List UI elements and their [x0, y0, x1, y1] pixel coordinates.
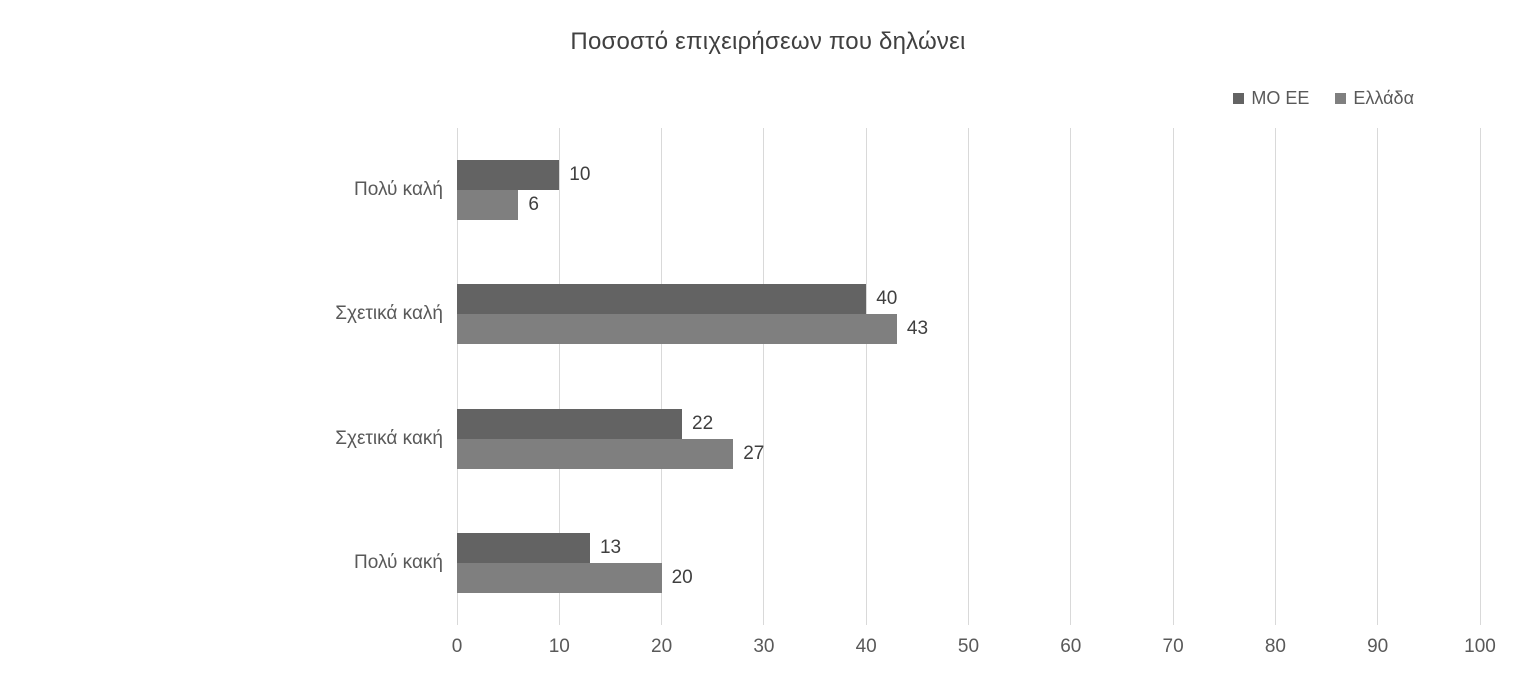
gridline: [763, 128, 765, 625]
chart-title: Ποσοστό επιχειρήσεων που δηλώνει: [570, 28, 966, 55]
bar-row: 10: [457, 160, 1480, 191]
data-label: 20: [671, 566, 693, 588]
x-tick-label: 30: [753, 636, 775, 657]
x-tick-label: 70: [1162, 636, 1184, 657]
category-label: Πολύ κακή: [354, 551, 443, 573]
gridline: [1479, 128, 1481, 625]
bar-group: 40 43: [457, 252, 1480, 376]
x-tick-label: 50: [957, 636, 980, 657]
legend-label: ΜΟ ΕΕ: [1251, 88, 1310, 108]
bar: [457, 438, 734, 469]
legend-label: Ελλάδα: [1353, 88, 1414, 108]
bar-groups: 10 6 40 43 22 27 13 20: [457, 128, 1480, 625]
category-label: Πολύ καλή: [354, 179, 443, 201]
gridline: [661, 128, 663, 625]
bar-row: 6: [457, 190, 1480, 221]
bar-group: 13 20: [457, 501, 1480, 625]
bar-group: 22 27: [457, 377, 1480, 501]
data-label: 43: [906, 318, 929, 340]
category-axis: Πολύ καλή Σχετικά καλή Σχετικά κακή Πολύ κα…: [0, 128, 443, 625]
gridline: [1070, 128, 1072, 625]
x-tick-label: 60: [1060, 636, 1082, 657]
x-tick-label: 0: [451, 636, 463, 657]
legend-item: ΜΟ ΕΕ: [1233, 88, 1309, 109]
bar: [457, 314, 897, 345]
gridline: [558, 128, 560, 625]
bar: [457, 160, 560, 191]
bar-row: 13: [457, 532, 1480, 563]
bar: [457, 562, 662, 593]
gridline: [968, 128, 969, 625]
gridline: [865, 128, 867, 625]
bar-row: 22: [457, 408, 1480, 439]
data-label: 6: [528, 194, 539, 216]
x-tick-label: 20: [651, 636, 673, 657]
x-tick-label: 80: [1264, 636, 1286, 657]
bar-group: 10 6: [457, 128, 1480, 252]
data-label: 40: [876, 288, 898, 310]
bar-row: 40: [457, 284, 1480, 315]
x-tick-label: 90: [1367, 636, 1389, 657]
bar: [457, 284, 867, 315]
category-label: Σχετικά καλή: [335, 303, 443, 325]
bar: [457, 532, 590, 563]
bar: [457, 408, 683, 439]
gridline: [1377, 128, 1379, 625]
legend-swatch-icon: [1233, 93, 1245, 104]
legend: ΜΟ ΕΕ Ελλάδα: [1233, 88, 1414, 109]
bar-row: 27: [457, 438, 1480, 469]
x-axis: 0 10 20 30 40 50 60 70 80 90 100: [452, 636, 1496, 662]
legend-swatch-icon: [1335, 93, 1347, 104]
bar: [457, 190, 519, 221]
bar-row: 43: [457, 314, 1480, 345]
plot-area: 10 6 40 43 22 27 13 20: [456, 128, 1481, 625]
x-tick-label: 100: [1464, 636, 1496, 657]
data-label: 22: [692, 412, 714, 434]
legend-item: Ελλάδα: [1335, 88, 1414, 109]
gridline: [1274, 128, 1276, 625]
bar-row: 20: [457, 562, 1480, 593]
x-tick-label: 40: [855, 636, 877, 657]
data-label: 13: [599, 536, 622, 558]
gridline: [456, 128, 458, 625]
category-label: Σχετικά κακή: [335, 427, 443, 449]
data-label: 27: [743, 442, 765, 464]
gridline: [1172, 128, 1174, 625]
x-tick-label: 10: [548, 636, 570, 657]
data-label: 10: [569, 164, 591, 186]
